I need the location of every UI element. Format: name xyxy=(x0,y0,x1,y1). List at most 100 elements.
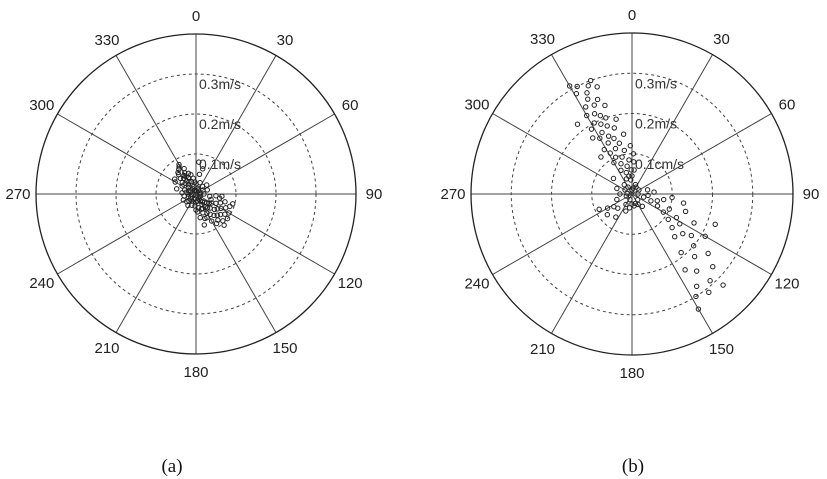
data-point xyxy=(197,198,203,204)
data-point xyxy=(197,191,203,198)
angle-tick-label: 60 xyxy=(342,97,359,114)
data-point xyxy=(682,267,688,273)
data-point xyxy=(204,182,210,188)
data-point xyxy=(200,166,206,172)
data-point xyxy=(651,189,657,195)
data-point xyxy=(612,154,619,160)
data-point xyxy=(213,193,219,199)
data-point xyxy=(585,96,591,102)
data-point xyxy=(604,211,611,218)
data-point xyxy=(596,206,602,213)
angle-tick-label: 120 xyxy=(775,276,800,293)
data-point xyxy=(690,243,697,249)
angle-tick-label: 180 xyxy=(619,365,644,382)
angle-tick-label: 300 xyxy=(29,97,54,114)
data-point xyxy=(677,221,683,227)
data-point xyxy=(630,159,637,165)
data-point xyxy=(574,83,580,90)
data-point xyxy=(669,194,675,201)
angle-tick-label: 180 xyxy=(183,364,208,381)
radial-tick-label: 0.2m/s xyxy=(199,116,241,132)
range-ring-1 xyxy=(155,153,237,235)
caption-a: (a) xyxy=(161,456,182,477)
angle-tick-label: 240 xyxy=(29,275,54,292)
data-point xyxy=(629,173,635,179)
radial-tick-label: 0.2m/s xyxy=(635,116,677,132)
data-point xyxy=(702,233,708,239)
data-point xyxy=(639,203,646,210)
range-ring-2 xyxy=(551,113,713,275)
data-point xyxy=(654,198,660,204)
data-point xyxy=(614,196,620,203)
data-point xyxy=(627,143,634,149)
polar-panel-a: 0.1m/s 0.2m/s 0.3m/s 0 30 60 90 120 150 180 210 240… xyxy=(5,8,382,381)
data-point xyxy=(588,126,595,132)
data-point xyxy=(634,196,641,203)
data-point xyxy=(693,283,700,290)
data-point xyxy=(624,190,630,196)
data-point xyxy=(583,104,589,110)
angle-tick-label: 0 xyxy=(628,7,636,24)
radial-tick-label: 0.3m/s xyxy=(199,76,241,92)
data-point xyxy=(588,77,594,84)
data-point xyxy=(220,218,226,224)
data-point xyxy=(610,175,617,182)
outer-ring xyxy=(470,32,794,356)
data-point xyxy=(644,187,651,193)
data-point xyxy=(635,191,641,197)
data-point xyxy=(623,193,630,199)
data-point xyxy=(627,196,633,203)
data-point xyxy=(648,198,654,204)
data-point xyxy=(598,121,604,127)
data-point xyxy=(619,154,625,160)
data-point xyxy=(213,200,219,206)
data-point xyxy=(693,268,700,274)
angle-tick-label: 210 xyxy=(94,340,119,357)
data-point xyxy=(172,179,178,185)
data-point xyxy=(611,135,617,142)
data-point xyxy=(616,140,623,146)
angle-tick-label: 30 xyxy=(277,32,294,49)
data-point xyxy=(617,191,623,197)
data-point xyxy=(680,200,687,206)
data-point xyxy=(196,159,202,165)
data-point xyxy=(645,192,651,199)
data-point xyxy=(221,222,227,228)
data-point xyxy=(669,224,675,231)
data-point xyxy=(597,112,604,119)
angle-tick-label: 270 xyxy=(440,186,465,203)
caption-b: (b) xyxy=(622,456,644,477)
spoke-210 xyxy=(115,193,197,333)
radial-tick-label: 0.1m/s xyxy=(199,156,241,172)
data-point xyxy=(591,102,597,108)
data-point xyxy=(188,192,194,198)
data-point xyxy=(628,167,634,173)
data-point xyxy=(688,232,695,239)
data-point xyxy=(215,217,221,223)
data-point xyxy=(188,178,195,185)
spoke-240 xyxy=(57,193,197,275)
angle-tick-label: 90 xyxy=(366,186,383,203)
data-point xyxy=(712,221,718,227)
data-point xyxy=(186,187,192,194)
data-point xyxy=(181,165,187,172)
data-point xyxy=(217,200,224,206)
data-point xyxy=(682,208,689,215)
data-point xyxy=(621,147,628,154)
data-point xyxy=(603,115,609,121)
data-point xyxy=(625,184,631,190)
data-point xyxy=(173,186,180,192)
data-point xyxy=(671,233,678,240)
data-point xyxy=(626,205,633,211)
data-point xyxy=(179,179,185,186)
data-point xyxy=(710,264,716,270)
data-point xyxy=(573,90,580,97)
data-point xyxy=(604,205,611,211)
data-point xyxy=(654,203,661,209)
data-point xyxy=(179,183,185,189)
data-point xyxy=(196,171,203,178)
polar-panel-b: 0.1cm/s 0.2m/s 0.3m/s 0 30 60 90 120 150 180 210 24… xyxy=(440,7,819,382)
data-point xyxy=(585,83,591,89)
angle-tick-label: 30 xyxy=(713,31,730,48)
data-point xyxy=(192,203,198,209)
